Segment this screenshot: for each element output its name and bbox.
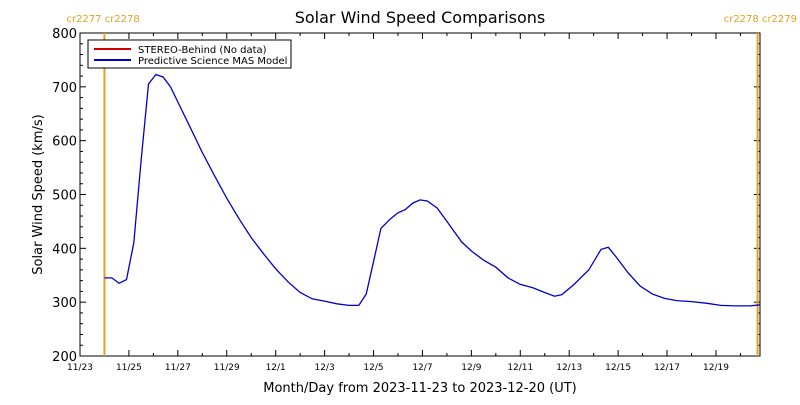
y-tick-label: 700 <box>52 81 77 96</box>
x-tick-label: 11/23 <box>67 363 93 373</box>
x-tick-label: 12/15 <box>605 363 631 373</box>
x-tick-label: 12/1 <box>266 363 286 373</box>
y-tick-label: 300 <box>52 296 77 311</box>
y-tick-label: 400 <box>52 242 77 257</box>
legend-label: Predictive Science MAS Model <box>138 56 287 67</box>
y-tick-label: 600 <box>52 135 77 150</box>
y-tick-label: 800 <box>52 27 77 42</box>
x-tick-label: 12/17 <box>654 363 680 373</box>
x-tick-label: 12/7 <box>412 363 432 373</box>
x-tick-label: 12/9 <box>461 363 481 373</box>
x-tick-label: 12/3 <box>314 363 334 373</box>
legend-label: STEREO-Behind (No data) <box>138 45 267 56</box>
y-axis-label: Solar Wind Speed (km/s) <box>31 114 46 274</box>
x-tick-label: 11/27 <box>165 363 191 373</box>
x-tick-label: 12/5 <box>363 363 383 373</box>
rotation-marker-label: cr2277 cr2278 <box>66 14 139 25</box>
x-axis-label: Month/Day from 2023-11-23 to 2023-12-20 … <box>263 381 576 396</box>
x-tick-label: 11/25 <box>116 363 142 373</box>
chart-title: Solar Wind Speed Comparisons <box>295 8 546 27</box>
series-line <box>105 75 800 306</box>
x-tick-label: 11/29 <box>214 363 240 373</box>
series-layer <box>105 75 800 306</box>
rotation-marker-label: cr2278 cr2279 <box>724 14 797 25</box>
legend: STEREO-Behind (No data)Predictive Scienc… <box>88 40 291 68</box>
x-tick-label: 12/11 <box>507 363 533 373</box>
y-tick-label: 500 <box>52 189 77 204</box>
x-tick-label: 12/19 <box>703 363 729 373</box>
plot-frame <box>80 33 760 356</box>
x-tick-label: 12/13 <box>556 363 582 373</box>
